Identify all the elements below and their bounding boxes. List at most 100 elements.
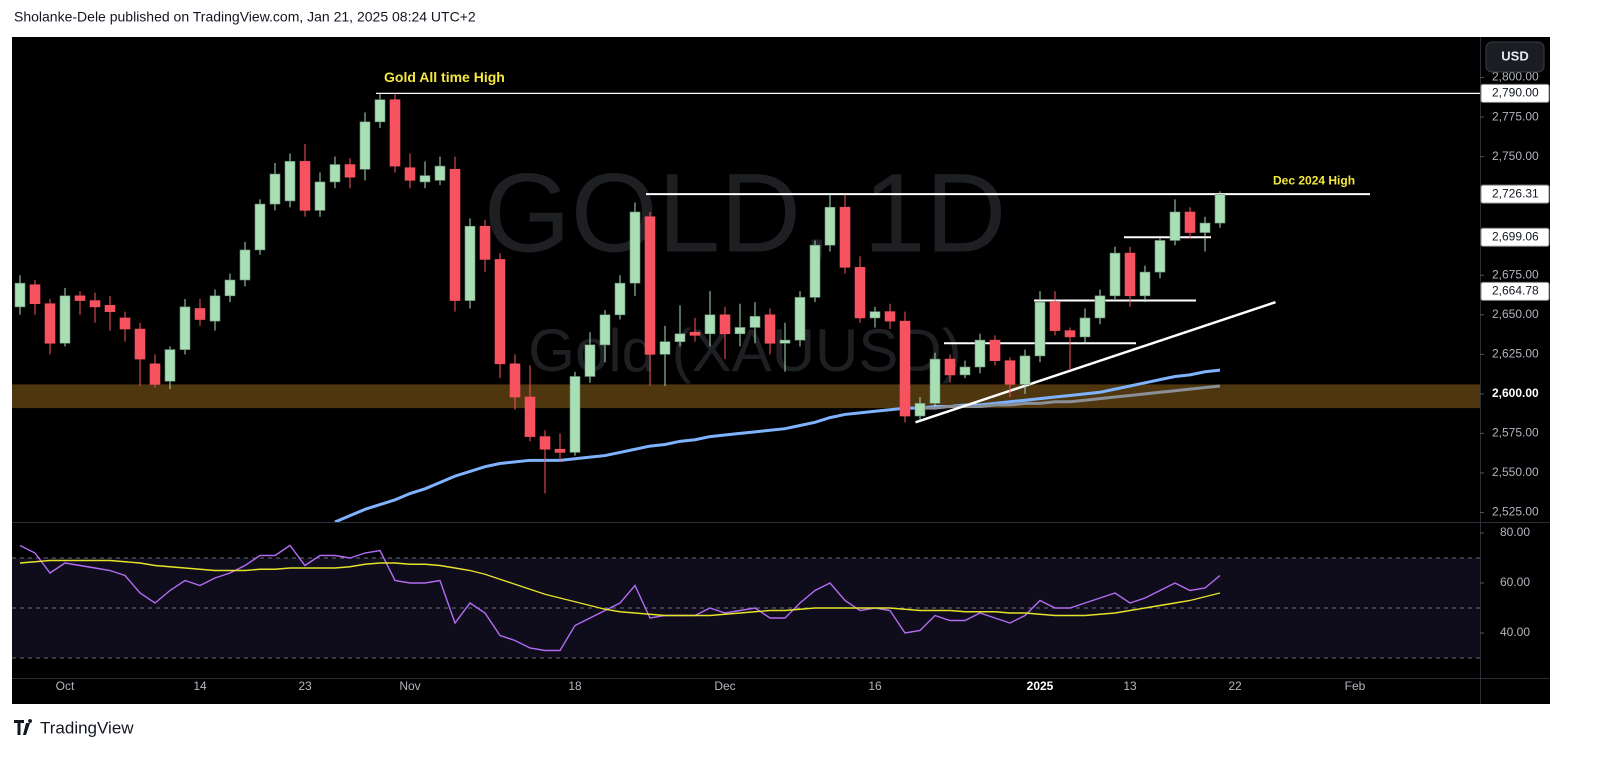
rsi-y-tick-label: 60.00 — [1500, 575, 1530, 589]
annotation-text: Gold All time High — [384, 69, 505, 85]
candle-body — [809, 244, 821, 298]
candle-body — [1034, 301, 1046, 357]
candle-body — [704, 314, 716, 335]
candle-body — [764, 314, 776, 344]
candle-body — [494, 259, 506, 365]
candle-body — [329, 164, 341, 183]
annotation-text: Dec 2024 High — [1273, 173, 1355, 187]
y-tick-label: 2,525.00 — [1492, 505, 1539, 519]
candle-body — [254, 203, 266, 251]
x-tick-label: 16 — [868, 679, 882, 693]
candle-body — [449, 168, 461, 301]
candle-body — [974, 339, 986, 368]
price-label: 2,790.00 — [1492, 86, 1539, 100]
candle-body — [44, 303, 56, 344]
y-tick-label: 2,775.00 — [1492, 109, 1539, 123]
candle-body — [584, 344, 596, 377]
price-label-box — [1480, 281, 1550, 301]
candle-body — [164, 349, 176, 382]
x-tick-label: 18 — [568, 679, 582, 693]
footer: TradingView — [40, 718, 134, 737]
candle-body — [119, 317, 131, 330]
y-tick-label: 2,625.00 — [1492, 347, 1539, 361]
price-label: 2,664.78 — [1492, 284, 1539, 298]
main-pane — [12, 92, 1480, 522]
rsi-band — [12, 558, 1480, 658]
candle-body — [944, 358, 956, 376]
candle-body — [344, 164, 356, 178]
candle-body — [674, 333, 686, 342]
candle-body — [209, 295, 221, 322]
moving-average — [920, 384, 1221, 410]
price-label-box — [1480, 227, 1550, 247]
candle-body — [479, 225, 491, 260]
candle-body — [1064, 330, 1076, 338]
candle-body — [434, 165, 446, 181]
x-tick-label: 2025 — [1027, 679, 1054, 693]
candle-body — [854, 267, 866, 319]
candle-body — [29, 284, 41, 305]
candle-body — [824, 206, 836, 246]
candle-body — [1214, 194, 1226, 224]
candle-body — [1139, 271, 1151, 297]
candle-body — [959, 366, 971, 376]
watermark: GOLD, 1D — [484, 151, 1007, 276]
x-tick-label: 23 — [298, 679, 312, 693]
candle-body — [779, 339, 791, 344]
y-tick-label: 2,550.00 — [1492, 465, 1539, 479]
trend-line — [915, 300, 1276, 424]
candle-body — [269, 173, 281, 205]
candle-body — [104, 305, 116, 312]
rsi-y-tick-label: 40.00 — [1500, 625, 1530, 639]
x-tick-label: Dec — [714, 679, 735, 693]
candle-body — [239, 249, 251, 281]
chart-layer: 2,525.00 2,550.00 2,575.00 2,600.00 2,625.00… — [12, 69, 1550, 693]
candle-body — [1019, 355, 1031, 385]
x-tick-label: 22 — [1228, 679, 1242, 693]
x-tick-label: 14 — [193, 679, 207, 693]
candle-body — [839, 206, 851, 268]
candle-body — [899, 320, 911, 417]
y-tick-label: 2,575.00 — [1492, 426, 1539, 440]
candle-body — [1124, 252, 1136, 297]
price-label-box — [1480, 83, 1550, 103]
support-zone — [12, 384, 1480, 409]
rsi-average — [19, 559, 1221, 617]
candle-body — [1199, 222, 1211, 233]
price-label: 2,699.06 — [1492, 229, 1539, 243]
x-tick-label: Feb — [1345, 679, 1366, 693]
candle-body — [614, 282, 626, 316]
candle-body — [1109, 252, 1121, 297]
price-label: 2,726.31 — [1492, 186, 1539, 200]
candle-body — [284, 161, 296, 202]
candle-body — [509, 363, 521, 398]
candle-body — [869, 311, 881, 319]
currency-button[interactable] — [1485, 41, 1545, 73]
header: Sholanke-Dele published on TradingView.c… — [14, 9, 476, 25]
y-tick-label: 2,675.00 — [1492, 267, 1539, 281]
candle-body — [224, 279, 236, 297]
candle-body — [179, 306, 191, 350]
candle-body — [1154, 240, 1166, 273]
currency-label: USD — [1501, 48, 1528, 63]
candle-body — [359, 121, 371, 170]
y-tick-label: 2,650.00 — [1492, 307, 1539, 321]
candle-body — [1094, 295, 1106, 319]
x-tick-label: Nov — [399, 679, 420, 693]
candle-body — [569, 376, 581, 453]
candle-body — [1169, 211, 1181, 241]
candle-body — [1079, 317, 1091, 338]
candle-body — [794, 297, 806, 341]
candle-body — [644, 216, 656, 355]
x-tick-label: 13 — [1123, 679, 1137, 693]
candle-body — [689, 331, 701, 336]
candle-body — [629, 211, 641, 284]
candle-body — [464, 225, 476, 301]
candle-body — [374, 99, 386, 123]
candle-body — [419, 175, 431, 183]
candle-body — [929, 358, 941, 404]
candle-body — [989, 339, 1001, 361]
price-label-box — [1480, 184, 1550, 204]
candle-body — [1049, 301, 1061, 331]
